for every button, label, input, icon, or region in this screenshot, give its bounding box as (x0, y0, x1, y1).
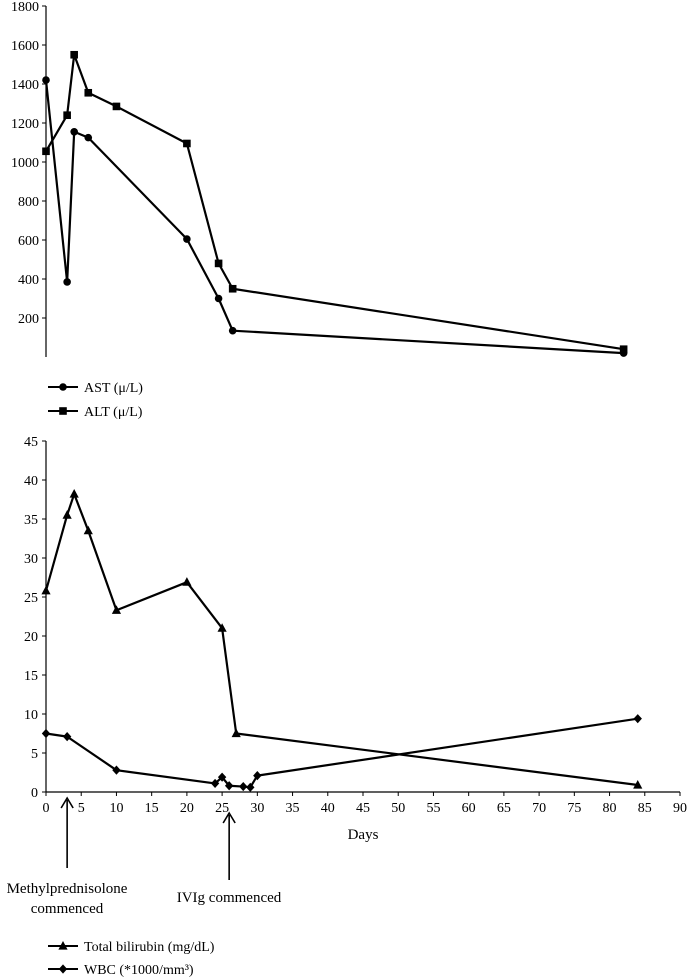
data-point (42, 147, 50, 156)
y-tick-label: 1600 (11, 39, 39, 54)
data-point (183, 235, 191, 243)
legend-marker (59, 383, 67, 391)
legend-label: AST (μ/L) (84, 381, 143, 396)
x-tick-label: 15 (145, 801, 159, 816)
legend-marker (58, 964, 68, 974)
data-point (224, 781, 234, 791)
y-tick-label: 5 (31, 747, 38, 762)
x-tick-label: 55 (426, 801, 440, 816)
y-tick-label: 25 (24, 591, 38, 606)
data-point (112, 765, 121, 775)
x-tick-label: 50 (391, 801, 405, 816)
data-point (217, 772, 227, 782)
y-tick-label: 200 (18, 312, 39, 327)
legend-marker (58, 941, 68, 950)
x-tick-label: 45 (356, 801, 370, 816)
y-tick-label: 600 (18, 234, 39, 249)
series-line-triangle (44, 492, 638, 787)
x-tick-label: 5 (78, 801, 85, 816)
x-tick-label: 65 (497, 801, 511, 816)
data-point (633, 779, 643, 789)
data-point (63, 111, 71, 119)
annotation-label: IVIg commenced (177, 890, 282, 906)
y-tick-label: 0 (31, 786, 38, 801)
data-point (231, 728, 241, 738)
legend-label: ALT (μ/L) (84, 405, 143, 420)
data-point (182, 577, 192, 586)
ivig-arrow (222, 811, 236, 880)
x-tick-label: 30 (250, 801, 264, 816)
data-point (228, 284, 237, 293)
y-tick-label: 1000 (11, 156, 39, 171)
annotations: Methylprednisolone commenced IVIg commence… (7, 796, 282, 917)
data-point (214, 259, 223, 268)
y-tick-label: 1200 (11, 117, 39, 132)
data-point (239, 781, 248, 792)
y-tick-label: 30 (24, 552, 38, 567)
series-line-circle (44, 79, 624, 355)
arrow-head (60, 796, 74, 809)
x-tick-label: 90 (673, 801, 687, 816)
data-point (217, 623, 227, 632)
data-point (253, 771, 262, 781)
y-tick-label: 15 (24, 669, 38, 684)
legend: Total bilirubin (mg/dL) WBC (*1000/mm³) (48, 940, 215, 978)
data-point (70, 127, 78, 136)
data-point (69, 489, 79, 498)
data-point (111, 605, 122, 614)
legend: AST (μ/L) ALT (μ/L) (48, 381, 143, 420)
data-point (42, 76, 50, 84)
data-point (619, 345, 628, 353)
legend-marker (59, 407, 67, 415)
x-axis-title: Days (348, 827, 379, 843)
x-tick-label: 10 (109, 801, 123, 816)
data-point (246, 782, 255, 792)
data-point (62, 510, 72, 519)
data-point (84, 88, 93, 97)
data-point (228, 326, 237, 335)
data-point (183, 139, 191, 148)
x-tick-label: 0 (43, 801, 50, 816)
legend-label: WBC (*1000/mm³) (84, 963, 194, 978)
liver-enzyme-chart: 200 400 600 800 1000 1200 1400 1600 1800 AST (μ/L… (11, 0, 628, 420)
data-point (210, 778, 220, 789)
data-point (112, 102, 121, 111)
x-tick-label: 35 (286, 801, 300, 816)
bilirubin-wbc-chart: 0 5 10 15 20 25 30 35 40 45 0 5 10 15 20 25 30 35 40 45 50 55… (7, 435, 687, 978)
annotation-label: commenced (31, 901, 104, 917)
data-point (633, 714, 642, 724)
x-tick-label: 85 (638, 801, 652, 816)
arrow-head (222, 811, 236, 824)
y-tick-label: 400 (18, 273, 39, 288)
y-tick-label: 20 (24, 630, 38, 645)
y-tick-label: 800 (18, 195, 39, 210)
x-tick-label: 75 (567, 801, 581, 816)
data-point (70, 50, 78, 59)
data-point (83, 525, 93, 535)
x-tick-label: 80 (603, 801, 617, 816)
data-point (62, 732, 72, 742)
legend-label: Total bilirubin (mg/dL) (84, 940, 215, 955)
data-point (41, 728, 51, 739)
methylprednisolone-arrow (60, 796, 74, 868)
series-line-diamond (45, 717, 638, 789)
data-point (214, 294, 223, 303)
data-point (63, 278, 71, 286)
y-tick-label: 40 (24, 474, 38, 489)
data-point (84, 133, 93, 142)
x-tick-label: 25 (215, 801, 229, 816)
annotation-label: Methylprednisolone (7, 881, 128, 897)
series-line-square (45, 53, 624, 351)
y-tick-label: 10 (24, 708, 38, 723)
x-tick-label: 70 (532, 801, 546, 816)
x-tick-label: 20 (180, 801, 194, 816)
x-tick-label: 60 (462, 801, 476, 816)
y-tick-label: 45 (24, 435, 38, 450)
y-tick-label: 1400 (11, 78, 39, 93)
y-tick-label: 35 (24, 513, 38, 528)
data-point (41, 585, 51, 595)
y-tick-label: 1800 (11, 0, 39, 15)
x-tick-label: 40 (321, 801, 335, 816)
